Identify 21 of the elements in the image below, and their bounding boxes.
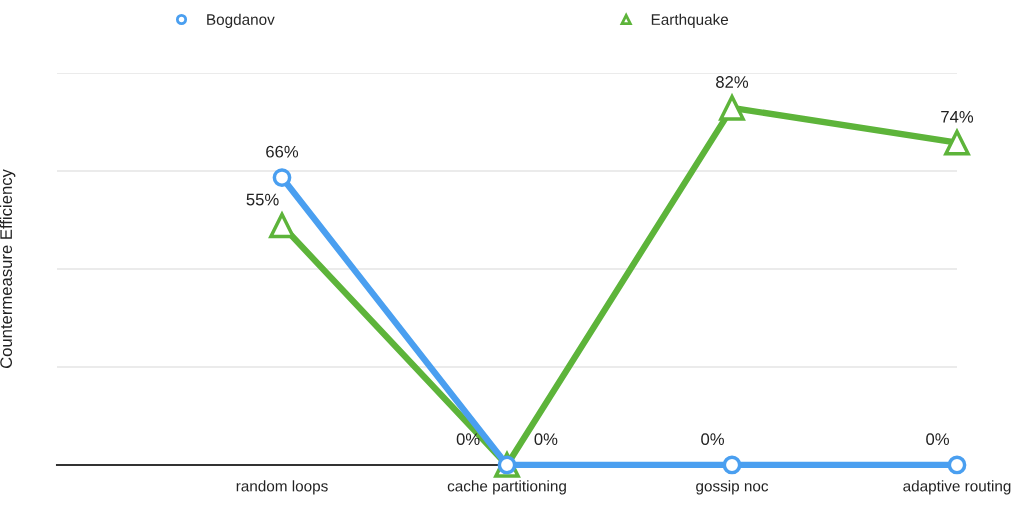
y-axis-title: Countermeasure Efficiency — [0, 169, 16, 369]
legend-label: Bogdanov — [207, 13, 275, 28]
point — [944, 129, 970, 156]
point — [272, 168, 292, 187]
point — [722, 455, 742, 475]
data-label: 0% — [534, 433, 558, 446]
x-tick-label: cache partitioning — [447, 480, 566, 495]
point — [947, 455, 967, 475]
data-label: 0% — [701, 433, 725, 446]
data-label: 55% — [246, 193, 279, 206]
legend-label: Earthquake — [651, 13, 729, 28]
x-tick-label: random loops — [236, 480, 328, 495]
data-label: 0% — [926, 433, 950, 446]
data-label: 74% — [941, 111, 974, 123]
x-tick-label: adaptive routing — [903, 480, 1011, 495]
data-label: 82% — [716, 76, 749, 88]
x-tick-label: gossip noc — [696, 480, 769, 495]
data-label: 66% — [266, 145, 299, 158]
point — [268, 210, 295, 239]
point — [719, 94, 745, 121]
data-label: 0% — [456, 433, 480, 446]
